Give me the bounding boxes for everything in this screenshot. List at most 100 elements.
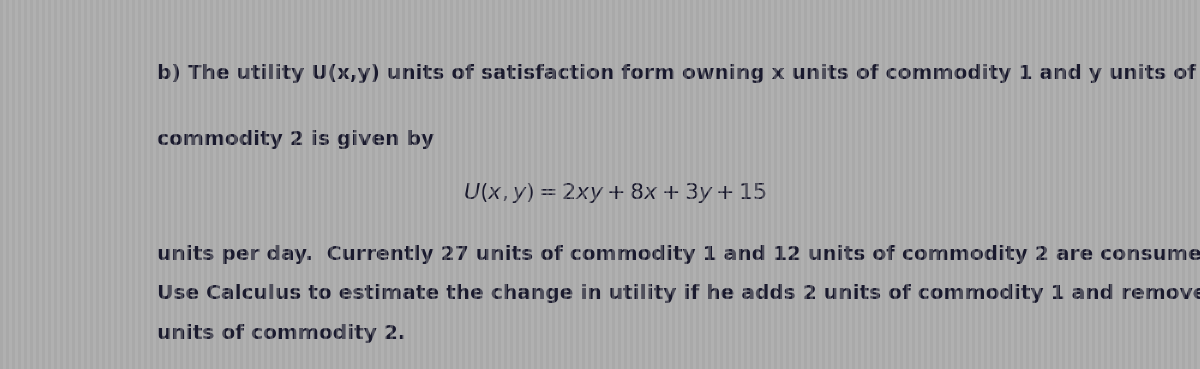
Bar <box>954 0 958 369</box>
Bar <box>744 0 746 369</box>
Bar <box>468 0 470 369</box>
Bar <box>0 0 2 369</box>
Bar <box>606 0 610 369</box>
Text: Use Calculus to estimate the change in utility if he adds 2 units of commodity 1: Use Calculus to estimate the change in u… <box>157 284 1200 303</box>
Bar <box>654 0 658 369</box>
Bar <box>24 0 28 369</box>
Bar <box>354 0 358 369</box>
Bar <box>882 0 886 369</box>
Bar <box>444 0 446 369</box>
Bar <box>282 0 286 369</box>
Bar <box>1020 0 1022 369</box>
Bar <box>456 0 458 369</box>
Bar <box>138 0 142 369</box>
Bar <box>1188 0 1190 369</box>
Bar <box>732 0 734 369</box>
Bar <box>930 0 934 369</box>
Bar <box>966 0 970 369</box>
Text: $U(x, y) = 2xy + 8x + 3y + 15$: $U(x, y) = 2xy + 8x + 3y + 15$ <box>463 181 767 205</box>
Bar <box>6 0 10 369</box>
Bar <box>1182 0 1186 369</box>
Bar <box>510 0 514 369</box>
Bar <box>792 0 796 369</box>
Bar <box>798 0 802 369</box>
Bar <box>216 0 220 369</box>
Bar <box>906 0 910 369</box>
Bar <box>84 0 88 369</box>
Bar <box>420 0 424 369</box>
Bar <box>960 0 964 369</box>
Bar <box>450 0 454 369</box>
Bar <box>750 0 754 369</box>
Bar <box>48 0 50 369</box>
Bar <box>174 0 178 369</box>
Bar <box>210 0 214 369</box>
Bar <box>828 0 830 369</box>
Bar <box>498 0 502 369</box>
Bar <box>90 0 94 369</box>
Bar <box>726 0 730 369</box>
Bar <box>576 0 580 369</box>
Bar <box>1110 0 1114 369</box>
Bar <box>972 0 974 369</box>
Bar <box>330 0 334 369</box>
Bar <box>378 0 382 369</box>
Bar <box>600 0 604 369</box>
Bar <box>642 0 646 369</box>
Bar <box>276 0 278 369</box>
Bar <box>264 0 266 369</box>
Bar <box>762 0 766 369</box>
Bar <box>870 0 874 369</box>
Bar <box>1194 0 1198 369</box>
Bar <box>618 0 622 369</box>
Bar <box>234 0 238 369</box>
Bar <box>840 0 842 369</box>
Bar <box>660 0 662 369</box>
Bar <box>678 0 682 369</box>
Bar <box>42 0 46 369</box>
Bar <box>342 0 346 369</box>
Bar <box>1026 0 1030 369</box>
Bar <box>294 0 298 369</box>
Bar <box>318 0 322 369</box>
Bar <box>384 0 386 369</box>
Bar <box>588 0 592 369</box>
Bar <box>192 0 194 369</box>
Bar <box>756 0 760 369</box>
Bar <box>1068 0 1072 369</box>
Bar <box>144 0 148 369</box>
Bar <box>546 0 550 369</box>
Bar <box>366 0 370 369</box>
Bar <box>888 0 890 369</box>
Bar <box>912 0 916 369</box>
Bar <box>492 0 496 369</box>
Bar <box>1056 0 1060 369</box>
Bar <box>1092 0 1096 369</box>
Bar <box>720 0 722 369</box>
Bar <box>552 0 554 369</box>
Bar <box>480 0 482 369</box>
Bar <box>426 0 430 369</box>
Bar <box>1104 0 1108 369</box>
Bar <box>624 0 628 369</box>
Bar <box>534 0 538 369</box>
Bar <box>12 0 14 369</box>
Bar <box>780 0 784 369</box>
Bar <box>150 0 154 369</box>
Bar <box>816 0 818 369</box>
Bar <box>1080 0 1084 369</box>
Bar <box>96 0 98 369</box>
Bar <box>360 0 364 369</box>
Bar <box>690 0 694 369</box>
Bar <box>1014 0 1018 369</box>
Bar <box>738 0 742 369</box>
Bar <box>1158 0 1162 369</box>
Bar <box>300 0 302 369</box>
Bar <box>558 0 562 369</box>
Bar <box>894 0 898 369</box>
Bar <box>714 0 718 369</box>
Bar <box>528 0 530 369</box>
Bar <box>246 0 250 369</box>
Bar <box>516 0 520 369</box>
Bar <box>1122 0 1126 369</box>
